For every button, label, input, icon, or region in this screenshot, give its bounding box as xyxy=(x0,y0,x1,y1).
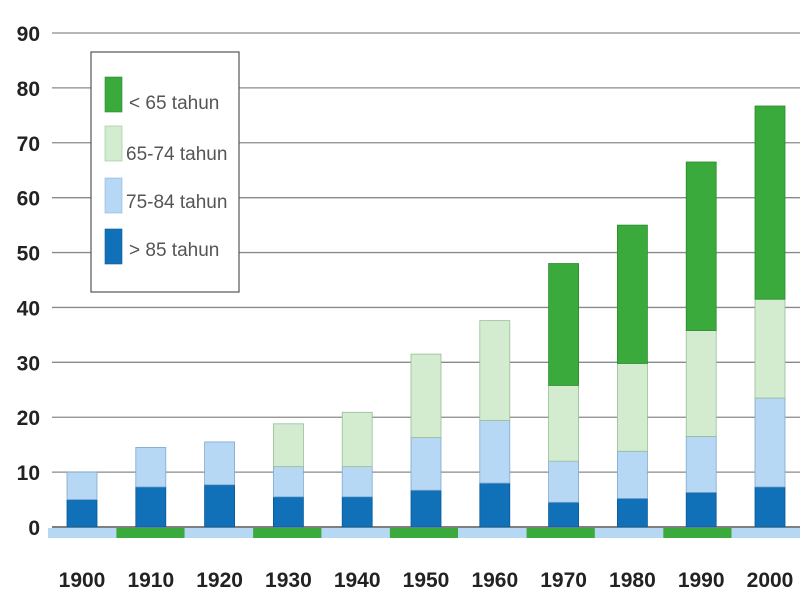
legend-item: < 65 tahun xyxy=(104,76,219,114)
legend-item: 65-74 tahun xyxy=(104,125,227,165)
bar-segment xyxy=(754,397,786,488)
bar-segment xyxy=(548,460,579,503)
bar-segment xyxy=(341,466,373,498)
bar-segment xyxy=(754,486,786,528)
baseline-segment xyxy=(458,528,527,538)
bar-segment xyxy=(204,484,236,528)
y-tick-label: 10 xyxy=(17,462,40,485)
y-tick-label: 70 xyxy=(17,133,40,156)
x-tick-label: 1930 xyxy=(265,569,312,592)
bar-segment xyxy=(272,466,304,498)
x-tick-label: 1920 xyxy=(196,569,243,592)
y-tick-label: 50 xyxy=(17,243,40,266)
legend-label: < 65 tahun xyxy=(129,93,219,114)
bar-segment xyxy=(617,363,648,452)
y-tick-label: 90 xyxy=(17,23,40,46)
bar-segment xyxy=(479,482,511,528)
legend: < 65 tahun 65-74 tahun 75-84 tahun > 85 … xyxy=(90,51,240,293)
baseline-segment xyxy=(116,528,185,538)
x-axis-ticks: 1900 1910 1920 1930 1940 1950 1960 1970 1980 1990… xyxy=(59,569,794,592)
x-tick-label: 1910 xyxy=(127,569,174,592)
x-tick-label: 1970 xyxy=(540,569,587,592)
bar-segment xyxy=(617,224,648,364)
bar-segment xyxy=(135,486,167,528)
x-tick-label: 1960 xyxy=(471,569,518,592)
x-tick-label: 1950 xyxy=(403,569,450,592)
bar-segment xyxy=(685,492,717,528)
baseline-segment xyxy=(594,528,664,538)
baseline-strip xyxy=(48,528,800,538)
bar-segment xyxy=(204,441,236,486)
x-tick-label: 1980 xyxy=(609,569,656,592)
y-tick-label: 40 xyxy=(17,297,40,320)
baseline-segment xyxy=(663,528,732,538)
bar-segment xyxy=(410,353,442,438)
baseline-segment xyxy=(731,528,800,538)
legend-label: > 85 tahun xyxy=(129,240,219,261)
y-tick-label: 30 xyxy=(17,352,40,375)
bar-segment xyxy=(272,423,304,468)
bar-segment xyxy=(410,489,442,528)
bar-segment xyxy=(617,450,648,499)
bar-segment xyxy=(479,320,511,421)
bar-group xyxy=(66,105,786,528)
bar-segment xyxy=(548,263,579,386)
bar-segment xyxy=(341,496,373,528)
x-tick-label: 1900 xyxy=(59,569,106,592)
baseline-segment xyxy=(321,528,390,538)
bar-segment xyxy=(617,498,648,528)
bar-segment xyxy=(548,501,579,528)
legend-swatch-gt85 xyxy=(104,228,123,265)
legend-swatch-lt65 xyxy=(104,76,123,113)
legend-swatch-75-84 xyxy=(104,177,123,214)
x-tick-label: 2000 xyxy=(747,569,794,592)
y-tick-label: 60 xyxy=(17,188,40,211)
baseline-segment xyxy=(253,528,322,538)
bar-segment xyxy=(341,411,373,468)
y-tick-label: 20 xyxy=(17,407,40,430)
bar-segment xyxy=(685,436,717,493)
y-tick-label: 80 xyxy=(17,78,40,101)
bar-segment xyxy=(272,496,304,528)
bar-segment xyxy=(754,105,786,300)
legend-swatch-65-74 xyxy=(104,125,123,162)
baseline-segment xyxy=(48,528,117,538)
bar-segment xyxy=(685,330,717,437)
bar-segment xyxy=(754,298,786,399)
y-tick-label: 0 xyxy=(28,517,40,540)
bar-segment xyxy=(66,471,98,500)
x-tick-label: 1940 xyxy=(334,569,381,592)
legend-label: 75-84 tahun xyxy=(126,192,227,213)
bar-segment xyxy=(66,499,98,528)
baseline-segment xyxy=(389,528,459,538)
bar-segment xyxy=(410,437,442,491)
y-axis-ticks: 0 10 20 30 40 50 60 70 80 90 xyxy=(17,23,40,540)
x-tick-label: 1990 xyxy=(678,569,725,592)
legend-item: 75-84 tahun xyxy=(104,177,227,214)
legend-item: > 85 tahun xyxy=(104,228,219,265)
bar-segment xyxy=(685,161,717,331)
baseline-segment xyxy=(184,528,254,538)
legend-label: 65-74 tahun xyxy=(126,144,227,165)
baseline-segment xyxy=(526,528,595,538)
bar-segment xyxy=(548,384,579,462)
bar-segment xyxy=(135,447,167,488)
bar-segment xyxy=(479,420,511,484)
